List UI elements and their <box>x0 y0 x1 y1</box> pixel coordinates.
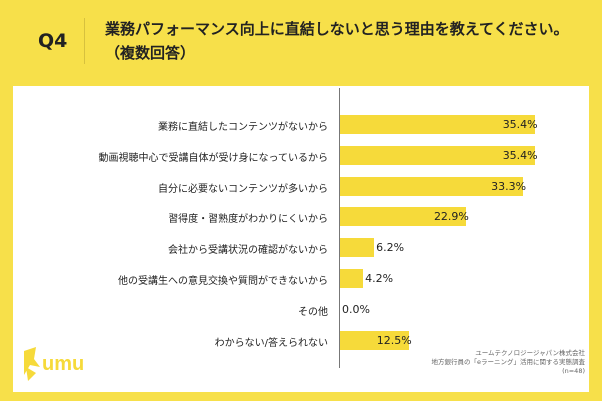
category-label: 業務に直結したコンテンツがないから <box>158 122 328 133</box>
source-survey: 地方銀行員の「eラーニング」活用に関する実態調査 <box>431 358 586 366</box>
source-note: ユームテクノロジージャパン株式会社 地方銀行員の「eラーニング」活用に関する実態… <box>390 349 586 376</box>
category-label: 習得度・習熟度がわかりにくいから <box>168 214 328 226</box>
bar <box>340 176 524 196</box>
bar <box>340 238 375 258</box>
source-sample-size: (n=48) <box>562 367 585 375</box>
category-label: 動画視聴中心で受講自体が受け身になっているから <box>98 152 329 164</box>
value-label: 35.4% <box>502 148 538 162</box>
bar <box>340 269 364 288</box>
value-label: 6.2% <box>376 241 405 255</box>
bar <box>340 145 535 165</box>
question-text: 業務パフォーマンス向上に直結しないと思う理由を教えてください。（複数回答） <box>105 20 569 62</box>
category-label: 自分に必要ないコンテンツが多いから <box>158 183 328 195</box>
value-label: 0.0% <box>342 302 370 316</box>
value-label: 22.9% <box>433 210 469 224</box>
value-label: 12.5% <box>376 333 412 347</box>
category-label: 他の受講生への意見交換や質問ができないから <box>118 276 328 287</box>
value-label: 35.4% <box>502 118 538 131</box>
axis-baseline <box>339 88 340 368</box>
category-label: その他 <box>298 306 328 318</box>
umu-logo: umu <box>24 347 84 381</box>
header-divider <box>84 18 85 64</box>
category-label: わからない/答えられない <box>214 337 328 349</box>
logo-text: umu <box>42 353 84 375</box>
category-label: 会社から受講状況の確認がないから <box>168 245 328 257</box>
source-company: ユームテクノロジージャパン株式会社 <box>475 349 585 357</box>
value-label: 33.3% <box>491 179 527 193</box>
chart-panel <box>13 86 589 392</box>
bar <box>340 115 535 134</box>
bar <box>340 207 466 227</box>
question-number: Q4 <box>38 30 68 52</box>
bar <box>340 330 409 350</box>
value-label: 4.2% <box>365 272 394 285</box>
